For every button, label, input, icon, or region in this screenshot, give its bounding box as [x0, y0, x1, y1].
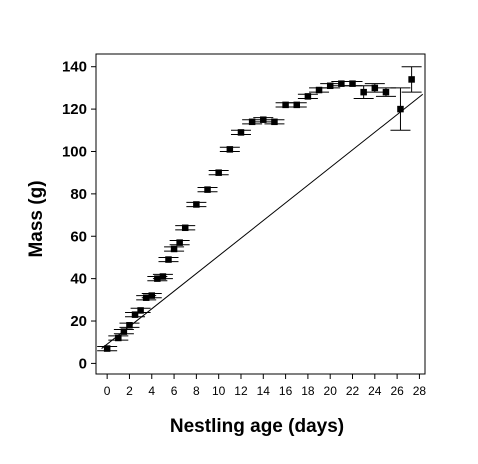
data-point [226, 146, 234, 153]
data-point [304, 93, 312, 100]
x-tick-label: 28 [413, 384, 427, 398]
data-point [204, 186, 211, 193]
x-tick-label: 14 [257, 384, 271, 398]
plot-frame [95, 53, 426, 375]
data-point [181, 224, 189, 232]
data-point [237, 129, 245, 136]
y-tick-label: 60 [70, 228, 87, 245]
data-point [260, 116, 267, 123]
data-point [120, 328, 128, 335]
data-point-layer [103, 76, 415, 352]
data-point [103, 345, 111, 352]
data-point [315, 86, 323, 94]
data-point [154, 275, 161, 282]
y-tick-label: 20 [70, 313, 87, 330]
reference-line [101, 93, 424, 349]
x-tick-label: 16 [279, 384, 293, 398]
y-tick-label: 100 [62, 143, 87, 160]
data-point [137, 307, 144, 314]
data-point [338, 80, 345, 87]
y-tick-label: 80 [70, 186, 87, 203]
data-point [142, 294, 150, 301]
axis-labels: Nestling age (days) Mass (g) [26, 180, 344, 437]
data-point [115, 334, 122, 342]
data-point [382, 88, 390, 96]
y-axis-title: Mass (g) [26, 180, 47, 257]
data-point [215, 169, 222, 176]
x-tick-label: 20 [324, 384, 338, 398]
y-tick-label: 40 [70, 271, 87, 288]
x-tick-label: 4 [148, 384, 155, 398]
y-tick-label: 120 [62, 101, 87, 118]
data-point [293, 101, 300, 109]
data-point [248, 118, 256, 126]
x-tick-label: 0 [104, 384, 111, 398]
x-tick-label: 2 [126, 384, 133, 398]
data-point [371, 84, 379, 92]
data-point [131, 311, 139, 318]
data-point [165, 256, 172, 263]
data-point [282, 101, 289, 109]
data-point [170, 245, 178, 253]
data-point [126, 322, 133, 329]
data-point [148, 292, 156, 299]
x-tick-label: 22 [346, 384, 360, 398]
error-bar-layer [97, 66, 422, 352]
data-point [271, 118, 278, 126]
data-point [326, 82, 334, 90]
y-tick-label: 0 [79, 355, 87, 372]
x-axis-title: Nestling age (days) [170, 416, 344, 437]
x-tick-label: 8 [193, 384, 200, 398]
x-tick-label: 10 [212, 384, 226, 398]
x-tick-label: 18 [301, 384, 315, 398]
data-point [193, 201, 200, 208]
x-tick-label: 6 [171, 384, 178, 398]
data-point [397, 105, 404, 113]
data-point [159, 273, 167, 280]
data-point [349, 80, 356, 87]
x-tick-label: 26 [390, 384, 404, 398]
x-tick-label: 12 [234, 384, 248, 398]
y-tick-label: 140 [62, 59, 87, 76]
x-tick-label: 24 [368, 384, 382, 398]
data-point [360, 88, 367, 96]
reference-curve-layer [101, 93, 424, 349]
data-point [176, 239, 183, 246]
data-point [408, 76, 415, 83]
